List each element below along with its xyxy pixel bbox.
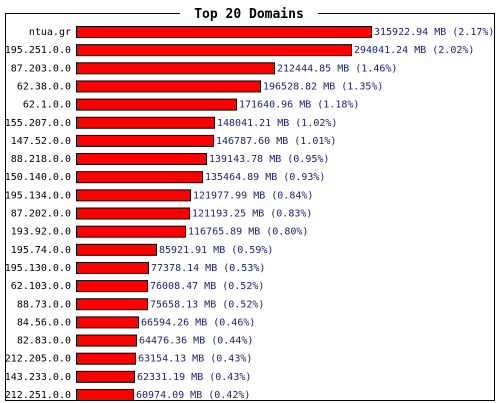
bar — [76, 280, 148, 293]
bar — [76, 370, 135, 383]
value-label: 60974.09 MB (0.42%) — [136, 390, 250, 401]
category-label: 193.92.0.0 — [11, 227, 71, 238]
category-label: 88.73.0.0 — [17, 299, 71, 310]
bar — [76, 316, 139, 329]
category-label: 143.233.0.0 — [5, 372, 71, 383]
category-label: 82.83.0.0 — [17, 336, 71, 347]
value-label: 77378.14 MB (0.53%) — [151, 263, 265, 274]
category-label: 155.207.0.0 — [5, 118, 71, 129]
value-label: 139143.78 MB (0.95%) — [209, 154, 329, 165]
category-label: 212.251.0.0 — [5, 390, 71, 401]
value-label: 212444.85 MB (1.46%) — [277, 63, 397, 74]
value-label: 121193.25 MB (0.83%) — [192, 209, 312, 220]
bar — [76, 153, 207, 166]
value-label: 62331.19 MB (0.43%) — [137, 372, 251, 383]
bar — [76, 207, 190, 220]
bar — [76, 80, 261, 93]
category-label: 62.38.0.0 — [17, 81, 71, 92]
bar — [76, 243, 157, 256]
value-label: 75658.13 MB (0.52%) — [150, 299, 264, 310]
bar — [76, 26, 372, 38]
category-label: 62.103.0.0 — [11, 281, 71, 292]
title-background — [180, 5, 318, 23]
category-label: 195.134.0.0 — [5, 190, 71, 201]
category-label: 88.218.0.0 — [11, 154, 71, 165]
bar — [76, 334, 137, 347]
value-label: 315922.94 MB (2.17%) — [374, 27, 494, 38]
value-label: 148041.21 MB (1.02%) — [217, 118, 337, 129]
value-label: 116765.89 MB (0.80%) — [188, 227, 308, 238]
value-label: 121977.99 MB (0.84%) — [193, 190, 313, 201]
category-label: 195.130.0.0 — [5, 263, 71, 274]
chart-title: Top 20 Domains — [194, 7, 304, 22]
value-label: 66594.26 MB (0.46%) — [141, 317, 255, 328]
category-label: 62.1.0.0 — [23, 100, 71, 111]
value-label: 85921.91 MB (0.59%) — [159, 245, 273, 256]
category-label: 87.203.0.0 — [11, 63, 71, 74]
value-label: 146787.60 MB (1.01%) — [216, 136, 336, 147]
bar — [76, 225, 186, 238]
bar — [76, 62, 275, 75]
value-label: 196528.82 MB (1.35%) — [263, 81, 383, 92]
category-label: 212.205.0.0 — [5, 354, 71, 365]
value-label: 76008.47 MB (0.52%) — [150, 281, 264, 292]
category-label: 84.56.0.0 — [17, 317, 71, 328]
value-label: 135464.89 MB (0.93%) — [205, 172, 325, 183]
bar — [76, 134, 214, 147]
bars-group: ntua.gr 315922.94 MB (2.17%) 195.251.0.0 29… — [5, 26, 494, 401]
bar — [76, 44, 352, 57]
value-label: 63154.13 MB (0.43%) — [138, 354, 252, 365]
bar — [76, 261, 149, 274]
category-label: 195.251.0.0 — [5, 45, 71, 56]
bar — [76, 352, 136, 365]
category-label: 150.140.0.0 — [5, 172, 71, 183]
category-label: 87.202.0.0 — [11, 209, 71, 220]
bar — [76, 389, 134, 401]
value-label: 294041.24 MB (2.02%) — [354, 45, 474, 56]
category-label: 147.52.0.0 — [11, 136, 71, 147]
bar — [76, 298, 148, 311]
bar — [76, 98, 237, 111]
category-label: ntua.gr — [29, 27, 71, 38]
category-label: 195.74.0.0 — [11, 245, 71, 256]
bar — [76, 189, 191, 202]
value-label: 171640.96 MB (1.18%) — [239, 100, 359, 111]
value-label: 64476.36 MB (0.44%) — [139, 336, 253, 347]
bar — [76, 116, 215, 129]
bar — [76, 171, 203, 184]
